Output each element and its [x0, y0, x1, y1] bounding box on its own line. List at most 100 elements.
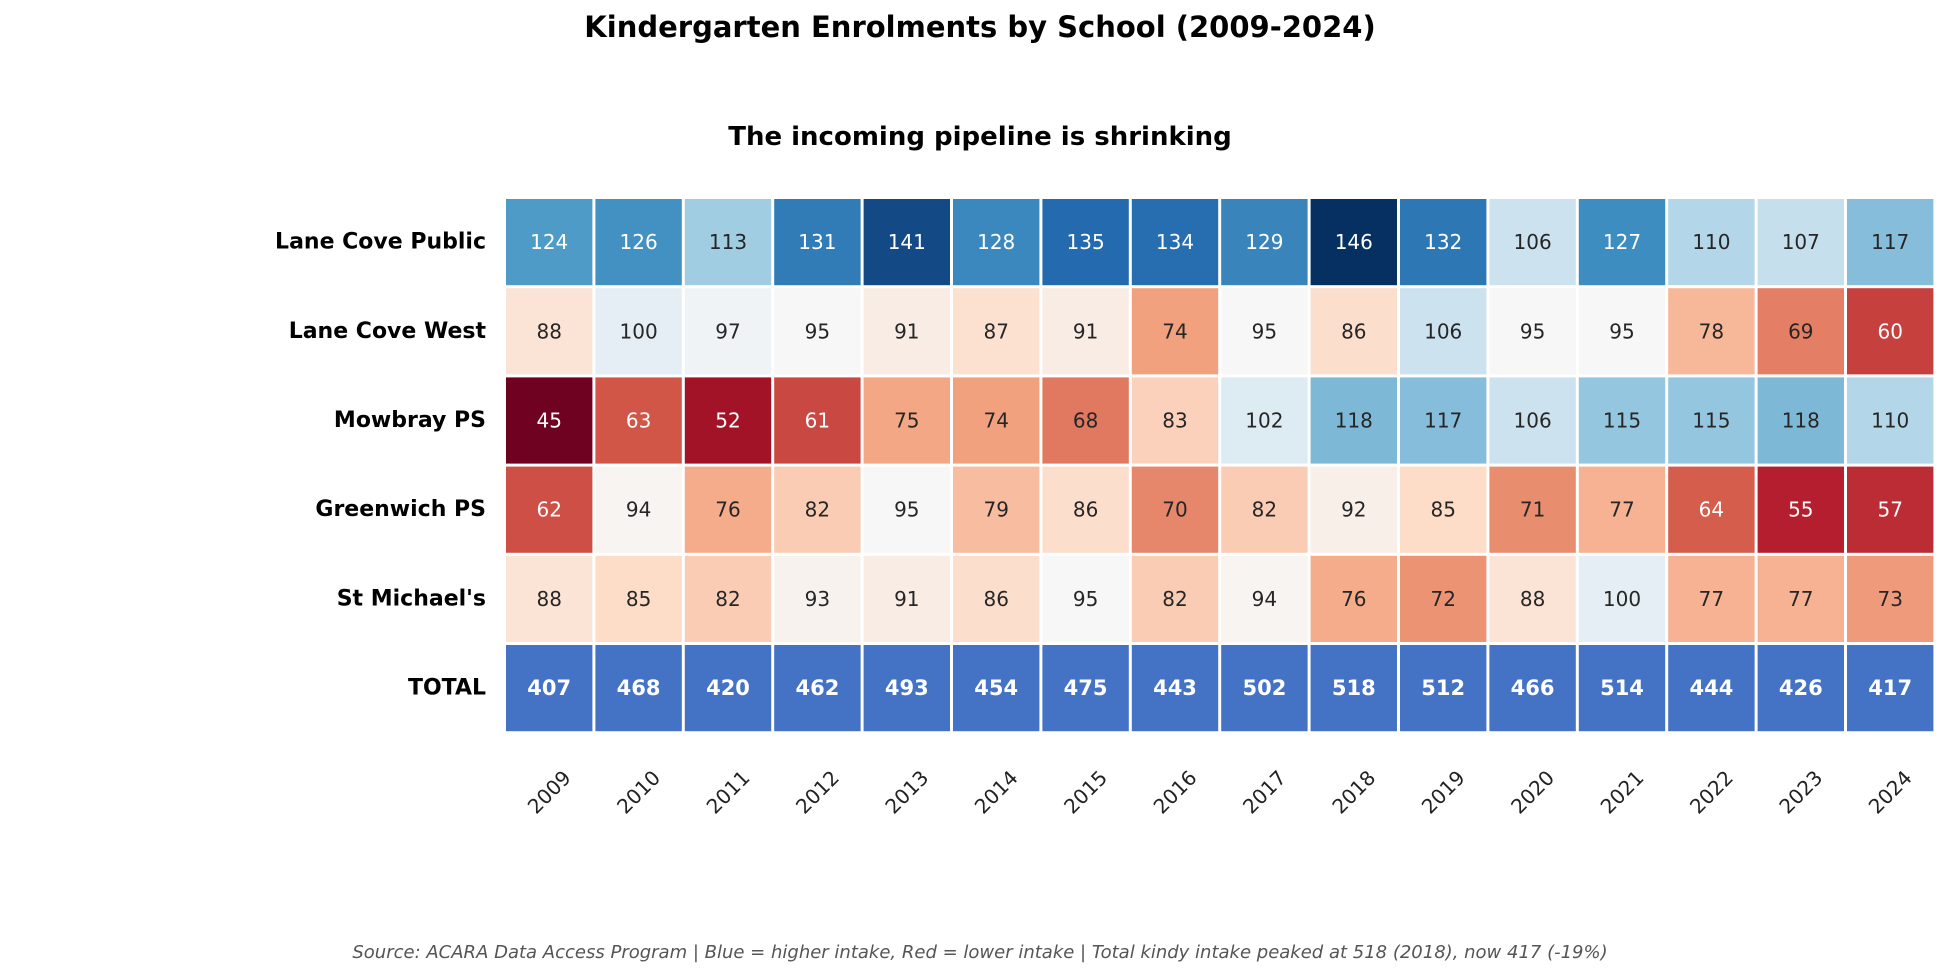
total-value-label: 466 — [1511, 676, 1555, 700]
cell-value-label: 91 — [894, 319, 919, 343]
cell-value-label: 52 — [715, 409, 740, 433]
column-label-2011: 2011 — [702, 766, 755, 819]
column-label-2023: 2023 — [1774, 766, 1827, 819]
heatmap-cell — [863, 199, 950, 286]
cell-value-label: 83 — [1162, 409, 1187, 433]
cell-value-label: 126 — [620, 230, 658, 254]
cell-value-label: 127 — [1603, 230, 1641, 254]
cell-value-label: 110 — [1692, 230, 1730, 254]
total-cell — [1042, 645, 1129, 732]
cell-value-label: 76 — [1341, 587, 1366, 611]
column-label-2016: 2016 — [1149, 766, 1202, 819]
cell-value-label: 88 — [1520, 587, 1545, 611]
heatmap-cell — [684, 288, 772, 375]
cell-value-label: 69 — [1788, 319, 1813, 343]
cell-value-label: 77 — [1699, 587, 1724, 611]
heatmap-cell — [1757, 199, 1844, 286]
cell-value-label: 115 — [1603, 409, 1641, 433]
total-cell — [1578, 645, 1666, 732]
cell-value-label: 106 — [1514, 409, 1552, 433]
cell-value-label: 135 — [1067, 230, 1105, 254]
column-label-2012: 2012 — [791, 766, 844, 819]
total-cell — [684, 645, 772, 732]
column-label-2021: 2021 — [1596, 766, 1649, 819]
column-label-2024: 2024 — [1864, 766, 1917, 819]
column-label-2022: 2022 — [1685, 766, 1738, 819]
column-label-2013: 2013 — [880, 766, 933, 819]
heatmap-cell — [1131, 288, 1219, 375]
heatmap-cell — [1131, 377, 1219, 464]
heatmap-cell — [684, 466, 772, 553]
heatmap-cell — [1668, 199, 1755, 286]
heatmap-cell — [1400, 199, 1487, 286]
heatmap-cell — [953, 288, 1040, 375]
heatmap-cell — [1400, 377, 1487, 464]
heatmap-cell — [1400, 288, 1487, 375]
cell-value-label: 62 — [536, 498, 561, 522]
cell-value-label: 97 — [715, 319, 740, 343]
heatmap-cell — [684, 555, 772, 642]
cell-value-label: 118 — [1782, 409, 1820, 433]
heatmap-cell — [1489, 555, 1576, 642]
total-value-label: 407 — [527, 676, 571, 700]
cell-value-label: 95 — [1520, 319, 1545, 343]
total-value-label: 417 — [1868, 676, 1912, 700]
heatmap-cell — [506, 555, 593, 642]
cell-value-label: 95 — [1252, 319, 1277, 343]
cell-value-label: 94 — [1252, 587, 1277, 611]
cell-value-label: 94 — [626, 498, 651, 522]
cell-value-label: 100 — [1603, 587, 1641, 611]
heatmap-cell — [774, 466, 861, 553]
heatmap-cell — [1489, 199, 1576, 286]
heatmap-cell — [1221, 199, 1308, 286]
heatmap-cell — [1668, 466, 1755, 553]
heatmap-cell — [774, 199, 861, 286]
cell-value-label: 68 — [1073, 409, 1098, 433]
total-value-label: 426 — [1779, 676, 1823, 700]
cell-value-label: 86 — [1341, 319, 1366, 343]
heatmap-cell — [953, 466, 1040, 553]
heatmap-cell — [595, 466, 682, 553]
heatmap-cell — [1400, 555, 1487, 642]
cell-value-label: 85 — [626, 587, 651, 611]
total-cell — [1757, 645, 1844, 732]
cell-value-label: 95 — [1073, 587, 1098, 611]
cell-value-label: 70 — [1162, 498, 1187, 522]
cell-value-label: 82 — [805, 498, 830, 522]
heatmap-cell — [595, 377, 682, 464]
heatmap-cell — [1310, 377, 1397, 464]
heatmap-cell — [595, 555, 682, 642]
heatmap-cell — [595, 288, 682, 375]
heatmap-cell — [1578, 199, 1666, 286]
chart-subtitle: The incoming pipeline is shrinking — [728, 122, 1232, 152]
heatmap-cell — [953, 199, 1040, 286]
heatmap-cell — [1489, 377, 1576, 464]
cell-value-label: 61 — [805, 409, 830, 433]
total-value-label: 512 — [1421, 676, 1465, 700]
heatmap-cell — [1847, 466, 1934, 553]
heatmap-cell — [1757, 555, 1844, 642]
cell-value-label: 129 — [1245, 230, 1283, 254]
cell-value-label: 141 — [888, 230, 926, 254]
column-labels: 2009 2010 2011 2012 2013 2014 2015 2016 2017 2018… — [523, 766, 1917, 819]
total-cell — [1668, 645, 1755, 732]
column-label-2009: 2009 — [523, 766, 576, 819]
total-cell — [1400, 645, 1487, 732]
cell-value-label: 117 — [1871, 230, 1909, 254]
cell-value-label: 86 — [1073, 498, 1098, 522]
cell-value-label: 146 — [1335, 230, 1373, 254]
cell-value-label: 74 — [983, 409, 1008, 433]
cell-value-label: 128 — [977, 230, 1015, 254]
total-cell — [1310, 645, 1397, 732]
row-label-mowbray-ps: Mowbray PS — [334, 408, 486, 433]
cell-value-label: 100 — [620, 319, 658, 343]
heatmap-cell — [863, 288, 950, 375]
heatmap-cell — [953, 555, 1040, 642]
heatmap-cell — [1847, 199, 1934, 286]
cell-value-label: 82 — [1252, 498, 1277, 522]
cell-value-label: 95 — [1609, 319, 1634, 343]
cell-value-label: 106 — [1514, 230, 1552, 254]
total-cell — [1221, 645, 1308, 732]
heatmap-cell — [1042, 466, 1129, 553]
